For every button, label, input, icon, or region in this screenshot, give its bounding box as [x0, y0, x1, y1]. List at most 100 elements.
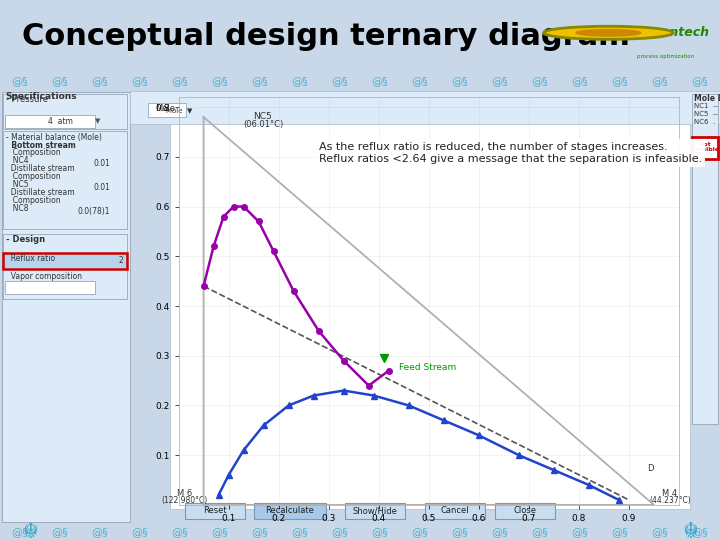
Text: 0.01: 0.01 — [93, 183, 110, 192]
Text: @§: @§ — [692, 527, 708, 537]
Bar — [254, 503, 326, 519]
Text: @§: @§ — [372, 76, 388, 86]
Text: @§: @§ — [612, 76, 629, 86]
Text: @§: @§ — [572, 76, 588, 86]
Text: @§: @§ — [652, 76, 668, 86]
Text: M 6: M 6 — [177, 489, 193, 498]
Text: @§: @§ — [531, 76, 549, 86]
Text: @§: @§ — [531, 527, 549, 537]
Text: @§: @§ — [252, 76, 269, 86]
Bar — [3, 234, 127, 299]
Text: Reset: Reset — [203, 507, 227, 515]
Text: @§: @§ — [91, 76, 108, 86]
Text: process optimization: process optimization — [637, 55, 695, 59]
Text: @§: @§ — [332, 76, 348, 86]
Text: @§: @§ — [652, 527, 668, 537]
Text: @§: @§ — [91, 527, 108, 537]
Text: Composition: Composition — [8, 172, 60, 181]
Text: @§: @§ — [52, 76, 68, 86]
Text: @§: @§ — [332, 527, 348, 537]
Bar — [185, 503, 245, 519]
Text: Composition: Composition — [8, 148, 60, 157]
Text: Mole Basis: Mole Basis — [694, 94, 720, 103]
Bar — [495, 503, 555, 519]
Text: M 4: M 4 — [662, 489, 678, 498]
Bar — [3, 94, 127, 129]
Text: (44.237°C): (44.237°C) — [649, 496, 691, 505]
Text: Distillate stream: Distillate stream — [6, 164, 75, 173]
Text: @§: @§ — [52, 527, 68, 537]
Text: D: D — [647, 464, 653, 473]
Bar — [3, 253, 127, 269]
Text: Show/Hide: Show/Hide — [353, 507, 397, 515]
Text: ▼: ▼ — [95, 118, 100, 124]
Bar — [3, 131, 127, 229]
Text: @§: @§ — [451, 76, 468, 86]
Text: Not
Feasible: Not Feasible — [690, 141, 719, 152]
Text: Composition: Composition — [8, 196, 60, 205]
Text: NC5  --: NC5 -- — [694, 111, 718, 117]
Text: As the reflux ratio is reduced, the number of stages increases.
Reflux ratios <2: As the reflux ratio is reduced, the numb… — [319, 142, 702, 164]
Text: ☬: ☬ — [22, 522, 38, 540]
Text: Recalculate: Recalculate — [266, 507, 315, 515]
Text: Vapor composition: Vapor composition — [6, 272, 82, 281]
Text: @§: @§ — [171, 76, 189, 86]
Text: @§: @§ — [451, 527, 468, 537]
Text: Distillate stream: Distillate stream — [6, 188, 75, 197]
Bar — [692, 94, 718, 424]
Bar — [130, 91, 720, 124]
Text: (06.01°C): (06.01°C) — [243, 120, 283, 129]
Text: NC4: NC4 — [8, 156, 29, 165]
Text: @§: @§ — [692, 76, 708, 86]
Text: @§: @§ — [132, 76, 148, 86]
Text: Mole  ▼: Mole ▼ — [166, 107, 192, 113]
Text: Bottom stream: Bottom stream — [6, 141, 76, 150]
Bar — [425, 503, 485, 519]
Text: 0.0(78)1: 0.0(78)1 — [78, 207, 110, 216]
Bar — [692, 137, 718, 159]
Bar — [170, 124, 690, 509]
Text: - Pressure: - Pressure — [6, 95, 48, 104]
Text: Conceptual design ternary diagram: Conceptual design ternary diagram — [22, 22, 629, 51]
Text: Close: Close — [513, 507, 536, 515]
Text: Feed Stream: Feed Stream — [399, 363, 456, 372]
Text: NC8: NC8 — [8, 204, 29, 213]
Bar — [345, 503, 405, 519]
Text: @§: @§ — [12, 527, 28, 537]
Text: @§: @§ — [612, 527, 629, 537]
Text: - Material balance (Mole): - Material balance (Mole) — [6, 133, 102, 142]
Text: NC5: NC5 — [8, 180, 29, 189]
Text: NC5: NC5 — [253, 112, 272, 121]
Text: Reflux ratio: Reflux ratio — [6, 254, 55, 263]
Text: @§: @§ — [132, 527, 148, 537]
Text: - Design: - Design — [6, 235, 45, 244]
Text: @§: @§ — [292, 527, 308, 537]
Text: @§: @§ — [572, 527, 588, 537]
Text: NC1  --: NC1 -- — [694, 103, 718, 109]
Text: @§: @§ — [412, 527, 428, 537]
Text: 2: 2 — [118, 256, 123, 266]
Text: ☬: ☬ — [682, 522, 698, 540]
Circle shape — [576, 30, 641, 36]
Bar — [5, 115, 95, 128]
Text: @§: @§ — [492, 76, 508, 86]
Bar — [2, 92, 130, 522]
Text: @§: @§ — [372, 527, 388, 537]
Text: @§: @§ — [292, 76, 308, 86]
Bar — [5, 281, 95, 294]
Circle shape — [544, 26, 673, 39]
Text: @§: @§ — [412, 76, 428, 86]
Text: @§: @§ — [252, 527, 269, 537]
Text: NC6  .: NC6 . — [694, 119, 715, 125]
Text: @§: @§ — [171, 527, 189, 537]
Text: @§: @§ — [12, 76, 28, 86]
Text: Specifications: Specifications — [5, 92, 76, 101]
Text: (122.980°C): (122.980°C) — [162, 496, 208, 505]
Text: @§: @§ — [212, 527, 228, 537]
Bar — [148, 103, 186, 117]
Text: @§: @§ — [212, 76, 228, 86]
Text: Mole: Mole — [155, 104, 175, 112]
Text: Cancel: Cancel — [441, 507, 469, 515]
Text: aspentech: aspentech — [637, 26, 710, 39]
Text: 4  atm: 4 atm — [48, 117, 73, 126]
